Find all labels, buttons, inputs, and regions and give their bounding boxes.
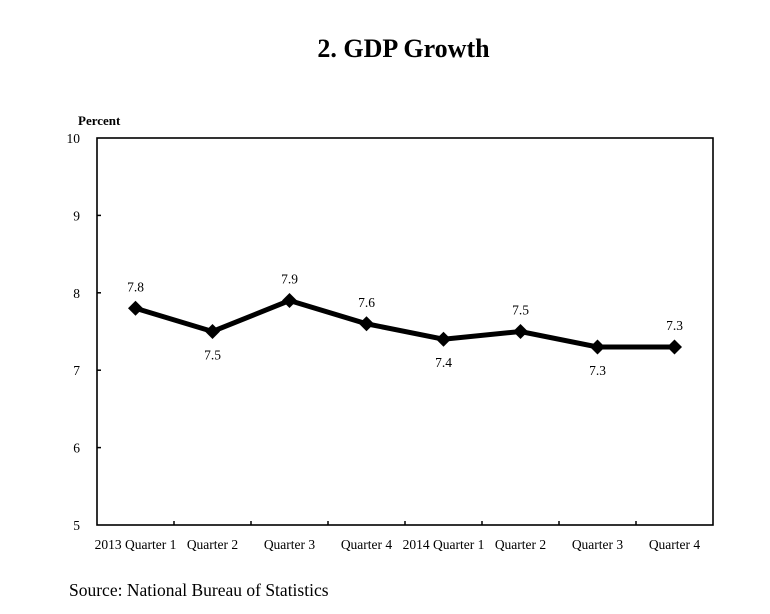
data-label: 7.9 — [281, 272, 298, 287]
data-point-marker — [436, 331, 451, 347]
x-tick-label: Quarter 4 — [341, 537, 393, 552]
y-axis-title: Percent — [78, 113, 121, 128]
data-label: 7.3 — [666, 318, 683, 333]
x-tick-label: 2014 Quarter 1 — [403, 537, 485, 552]
y-axis: 5 6 7 8 9 10 — [67, 131, 101, 533]
data-point-marker — [128, 300, 143, 316]
y-tick-label: 7 — [73, 363, 80, 378]
series-line — [134, 297, 675, 350]
data-label: 7.5 — [512, 303, 529, 318]
data-point-marker — [205, 324, 220, 339]
data-label: 7.3 — [589, 363, 606, 378]
data-label: 7.8 — [127, 279, 144, 294]
y-tick-label: 6 — [73, 441, 80, 456]
data-label: 7.6 — [358, 295, 375, 310]
series-markers — [128, 293, 682, 355]
data-labels: 7.8 7.5 7.9 7.6 7.4 7.5 7.3 7.3 — [127, 272, 683, 378]
y-tick-label: 5 — [73, 518, 80, 533]
x-tick-label: Quarter 3 — [572, 537, 624, 552]
data-point-marker — [282, 293, 297, 309]
data-point-marker — [359, 316, 374, 332]
data-label: 7.5 — [204, 348, 221, 363]
y-tick-label: 9 — [73, 208, 80, 223]
x-tick-label: Quarter 2 — [187, 537, 238, 552]
y-tick-label: 10 — [67, 131, 81, 146]
x-tick-label: 2013 Quarter 1 — [95, 537, 177, 552]
x-tick-label: Quarter 3 — [264, 537, 316, 552]
x-axis: 2013 Quarter 1 Quarter 2 Quarter 3 Quarter … — [95, 521, 701, 552]
y-tick-label: 8 — [73, 286, 80, 301]
data-point-marker — [590, 339, 605, 355]
chart-title: 2. GDP Growth — [317, 34, 490, 63]
x-tick-label: Quarter 2 — [495, 537, 546, 552]
source-note: Source: National Bureau of Statistics — [69, 580, 329, 600]
data-label: 7.4 — [435, 355, 452, 370]
data-point-marker — [667, 339, 682, 355]
x-tick-label: Quarter 4 — [649, 537, 701, 552]
data-point-marker — [513, 324, 528, 339]
